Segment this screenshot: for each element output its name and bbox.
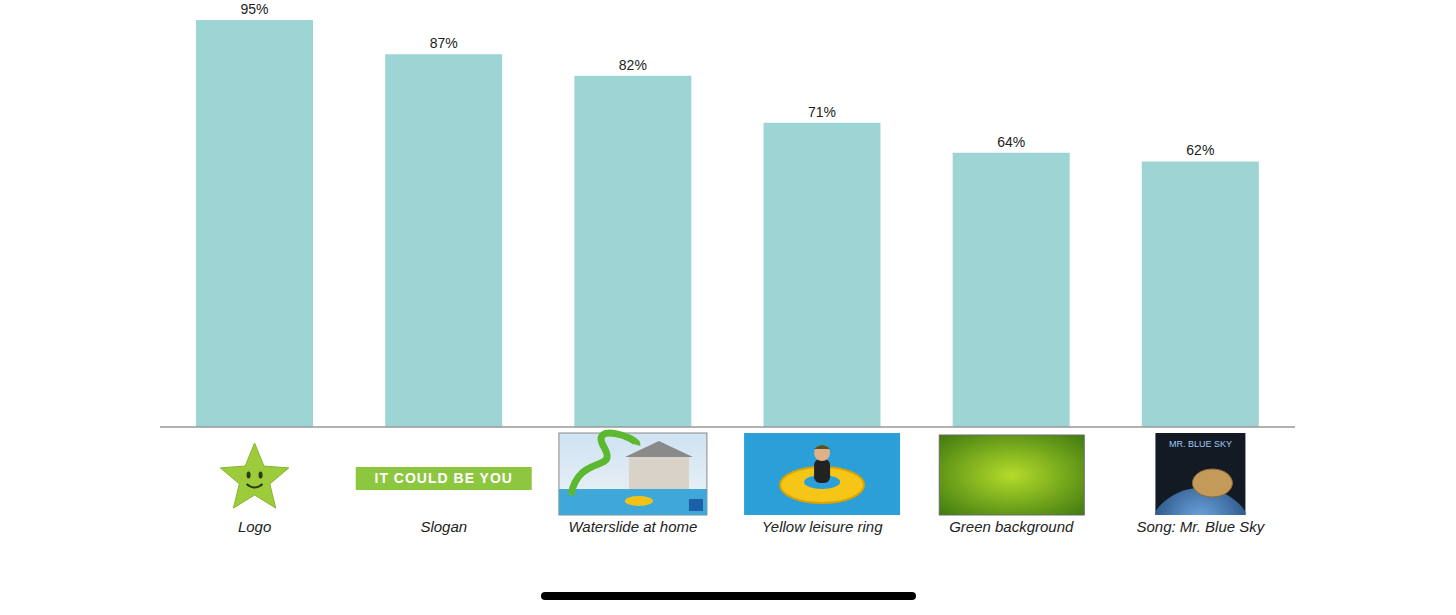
svg-text:Waterslide at home: Waterslide at home bbox=[568, 518, 697, 535]
svg-text:71%: 71% bbox=[808, 104, 836, 120]
svg-text:Yellow leisure ring: Yellow leisure ring bbox=[762, 518, 884, 535]
svg-text:Song: Mr. Blue Sky: Song: Mr. Blue Sky bbox=[1136, 518, 1265, 535]
svg-text:Logo: Logo bbox=[238, 518, 271, 535]
svg-text:95%: 95% bbox=[240, 1, 268, 17]
svg-text:82%: 82% bbox=[619, 57, 647, 73]
svg-text:IT COULD BE YOU: IT COULD BE YOU bbox=[375, 470, 513, 486]
svg-text:87%: 87% bbox=[430, 35, 458, 51]
svg-text:Slogan: Slogan bbox=[420, 518, 467, 535]
svg-text:Green background: Green background bbox=[949, 518, 1074, 535]
svg-text:64%: 64% bbox=[997, 134, 1025, 150]
svg-text:62%: 62% bbox=[1186, 142, 1214, 158]
svg-text:MR. BLUE SKY: MR. BLUE SKY bbox=[1169, 439, 1232, 449]
